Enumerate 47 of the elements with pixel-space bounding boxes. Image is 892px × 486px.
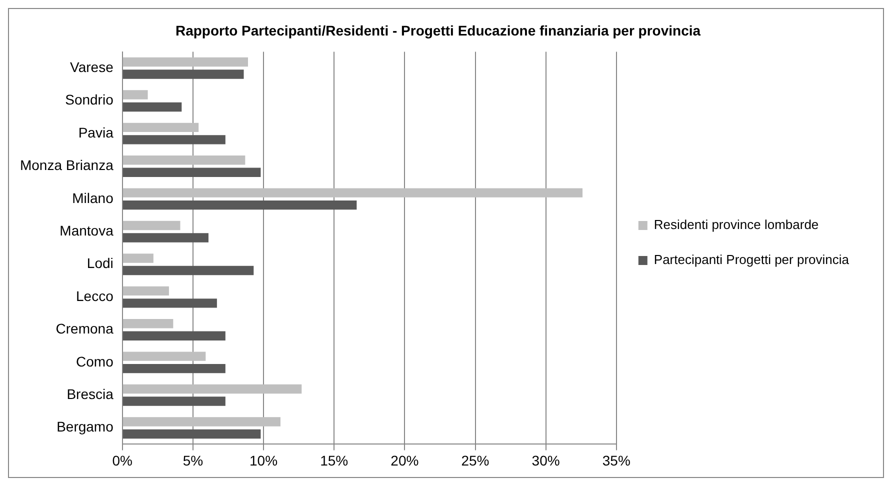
y-tick-label: Lodi xyxy=(86,255,114,272)
y-tick-label: Varese xyxy=(70,59,114,76)
bar xyxy=(122,331,226,340)
y-tick-label: Monza Brianza xyxy=(20,157,114,174)
x-tick-label: 0% xyxy=(112,452,132,468)
y-tick-label: Bergamo xyxy=(56,418,114,435)
legend-label: Partecipanti Progetti per provincia xyxy=(654,252,850,268)
bar xyxy=(122,220,180,230)
chart-title: Rapporto Partecipanti/Residenti - Progetti Educazione finanziaria per provincia xyxy=(175,22,701,38)
bar xyxy=(122,298,217,308)
x-tick-label: 30% xyxy=(532,452,560,468)
bar xyxy=(122,233,208,242)
bar xyxy=(122,384,302,394)
x-tick-label: 5% xyxy=(182,452,204,468)
y-tick-label: Lecco xyxy=(76,288,114,304)
x-tick-label: 15% xyxy=(320,452,348,468)
bar xyxy=(122,57,248,67)
bar xyxy=(122,396,226,406)
bar xyxy=(122,352,206,361)
y-tick-label: Brescia xyxy=(66,386,114,402)
bar xyxy=(122,70,244,79)
bar xyxy=(122,254,154,263)
bar xyxy=(122,286,169,296)
bar xyxy=(122,319,174,328)
x-tick-label: 25% xyxy=(461,452,490,468)
x-tick-label: 20% xyxy=(390,452,419,468)
x-tick-label: 10% xyxy=(250,452,278,468)
bar xyxy=(122,266,254,276)
y-tick-label: Mantova xyxy=(60,222,114,239)
bar xyxy=(122,417,280,426)
legend-label: Residenti province lombarde xyxy=(654,217,819,232)
y-tick-label: Milano xyxy=(72,190,114,206)
bar xyxy=(122,188,583,198)
y-tick-label: Pavia xyxy=(78,124,114,140)
bar xyxy=(122,122,199,132)
bar xyxy=(122,102,182,112)
y-tick-label: Como xyxy=(76,353,114,370)
y-tick-label: Cremona xyxy=(56,320,114,337)
bar xyxy=(122,168,261,177)
bar xyxy=(122,200,357,210)
bar xyxy=(122,429,261,439)
bar xyxy=(122,135,226,144)
x-tick-label: 35% xyxy=(602,452,630,468)
y-tick-label: Sondrio xyxy=(65,92,114,108)
bar xyxy=(122,90,148,100)
bar xyxy=(122,156,246,165)
bar xyxy=(122,364,226,374)
